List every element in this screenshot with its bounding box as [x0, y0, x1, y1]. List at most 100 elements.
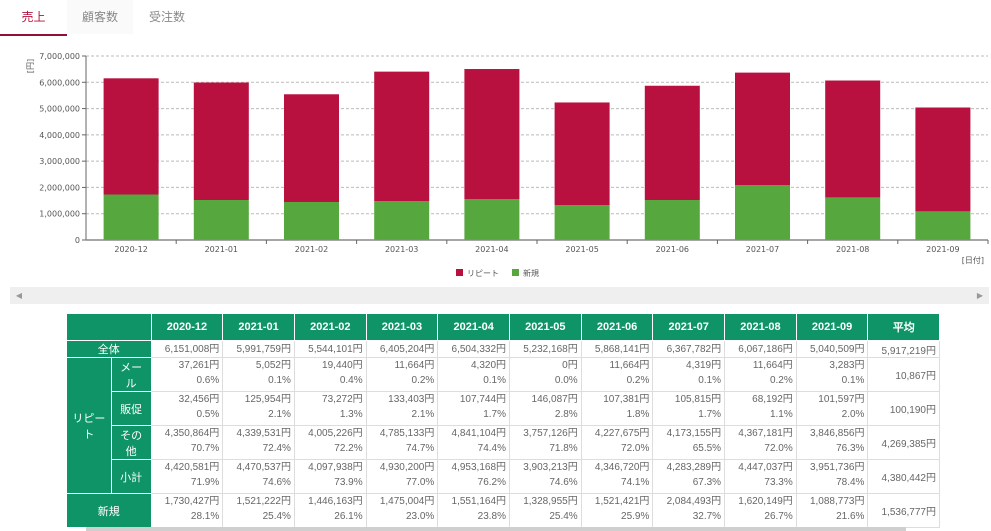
percentage: 0.2% — [769, 375, 793, 386]
x-axis-label: [日付] — [962, 255, 984, 265]
bar-new[interactable] — [193, 200, 249, 240]
value-cell: 4,227,675円 72.0% — [580, 425, 654, 460]
amount: 4,470,537円 — [236, 462, 291, 473]
value-cell: 2,084,493円 32.7% — [652, 493, 726, 528]
tab-sales[interactable]: 売上 — [0, 0, 67, 36]
column-header[interactable]: 2021-07 — [652, 313, 726, 341]
amount: 4,173,155円 — [666, 428, 722, 439]
row-label: 販促 — [110, 391, 152, 426]
average-cell: 100,190円 — [867, 391, 940, 426]
column-header[interactable]: 2021-09 — [795, 313, 869, 341]
value-cell: 4,785,133円 74.7% — [365, 425, 439, 460]
tab-customers[interactable]: 顧客数 — [67, 0, 133, 34]
table-row: その他 4,350,864円 70.7% 4,339,531円 72.4% 4,005,2… — [67, 425, 940, 460]
value-cell: 125,954円 2.1% — [222, 391, 295, 426]
bar-new[interactable] — [915, 211, 971, 240]
value-cell: 5,991,759円 — [222, 340, 295, 358]
percentage: 77.0% — [405, 477, 435, 488]
amount: 3,757,126円 — [523, 428, 578, 439]
value-cell: 1,521,222円 25.4% — [222, 493, 295, 528]
bar-repeat[interactable] — [103, 78, 159, 195]
column-header[interactable]: 平均 — [867, 313, 940, 341]
bar-repeat[interactable] — [464, 69, 520, 200]
x-tick-label: 2021-09 — [926, 245, 959, 254]
column-header[interactable]: 2020-12 — [150, 313, 224, 341]
percentage: 0.1% — [268, 375, 291, 386]
percentage: 23.0% — [405, 511, 435, 522]
scroll-right-icon[interactable]: ▶ — [976, 291, 984, 300]
bar-new[interactable] — [644, 200, 700, 240]
amount: 4,227,675円 — [594, 428, 650, 439]
column-header[interactable]: 2021-04 — [437, 313, 511, 341]
table-row: 販促 32,456円 0.5% 125,954円 2.1% 73,272円 1.3% 133,… — [67, 391, 940, 426]
bar-repeat[interactable] — [644, 85, 700, 201]
tab-orders[interactable]: 受注数 — [148, 10, 185, 24]
value-cell: 4,320円 0.1% — [437, 357, 511, 392]
y-tick-label: 7,000,000 — [39, 52, 80, 61]
amount: 4,420,581円 — [164, 462, 220, 473]
value-cell: 1,088,773円 21.6% — [795, 493, 869, 528]
column-header[interactable]: 2021-01 — [222, 313, 295, 341]
average-cell: 10,867円 — [867, 357, 940, 392]
value-cell: 3,951,736円 78.4% — [795, 459, 869, 494]
amount: 105,815円 — [674, 394, 722, 405]
percentage: 1.8% — [626, 409, 650, 420]
column-header[interactable]: 2021-05 — [509, 313, 582, 341]
value-cell: 4,283,289円 67.3% — [652, 459, 726, 494]
bar-new[interactable] — [554, 205, 610, 240]
column-header[interactable]: 2021-03 — [365, 313, 439, 341]
bar-new[interactable] — [103, 194, 159, 240]
amount: 107,381円 — [603, 394, 650, 405]
value-cell: 4,841,104円 74.4% — [437, 425, 511, 460]
y-tick-label: 1,000,000 — [39, 210, 80, 219]
percentage: 73.9% — [334, 477, 363, 488]
bar-new[interactable] — [464, 199, 520, 240]
bar-new[interactable] — [374, 201, 430, 240]
average-cell: 1,536,777円 — [867, 493, 940, 528]
amount: 1,521,421円 — [594, 496, 650, 507]
percentage: 74.7% — [405, 443, 435, 454]
legend-label[interactable]: 新規 — [523, 268, 539, 278]
value-cell: 3,757,126円 71.8% — [509, 425, 582, 460]
bar-repeat[interactable] — [374, 71, 430, 202]
amount: 0円 — [562, 360, 578, 371]
column-header[interactable]: 2021-08 — [724, 313, 797, 341]
x-tick-label: 2021-05 — [565, 245, 598, 254]
amount: 1,730,427円 — [164, 496, 220, 507]
amount: 11,664円 — [394, 360, 435, 371]
scroll-left-icon[interactable]: ◀ — [15, 291, 23, 300]
value-cell: 1,620,149円 26.7% — [724, 493, 797, 528]
y-tick-label: 5,000,000 — [39, 105, 80, 114]
value-cell: 133,403円 2.1% — [365, 391, 439, 426]
bar-repeat[interactable] — [915, 107, 971, 212]
percentage: 26.1% — [334, 511, 363, 522]
value-cell: 32,456円 0.5% — [150, 391, 224, 426]
bar-repeat[interactable] — [825, 80, 881, 198]
bar-new[interactable] — [735, 185, 790, 240]
amount: 4,005,226円 — [308, 428, 363, 439]
percentage: 65.5% — [692, 443, 722, 454]
table-scrollbar[interactable] — [86, 527, 906, 531]
bar-repeat[interactable] — [554, 102, 610, 206]
horizontal-scrollbar[interactable]: ◀ ▶ — [10, 287, 989, 304]
column-header[interactable]: 2021-06 — [580, 313, 654, 341]
bar-new[interactable] — [284, 201, 339, 240]
percentage: 0.5% — [196, 409, 220, 420]
legend-label[interactable]: リピート — [467, 269, 499, 278]
amount: 107,744円 — [459, 394, 507, 405]
percentage: 72.2% — [334, 443, 363, 454]
amount: 4,785,133円 — [379, 428, 435, 439]
table-header-row: 2020-12 2021-01 2021-02 2021-03 2021-04 2021-… — [66, 313, 940, 341]
bar-new[interactable] — [825, 197, 881, 240]
table-row-total: 全体 6,151,008円 5,991,759円 5,544,101円 6,405,20… — [66, 340, 940, 358]
amount: 146,087円 — [531, 394, 578, 405]
value-cell: 6,405,204円 — [365, 340, 439, 358]
bar-repeat[interactable] — [735, 72, 790, 186]
table-row: リピート メール 37,261円 0.6% 5,052円 0.1% 19,440円 0.4% 1… — [66, 357, 940, 494]
column-header[interactable]: 2021-02 — [293, 313, 367, 341]
x-tick-label: 2021-03 — [385, 245, 418, 254]
percentage: 71.8% — [549, 443, 578, 454]
bar-repeat[interactable] — [193, 82, 249, 201]
x-tick-label: 2021-08 — [836, 245, 869, 254]
bar-repeat[interactable] — [284, 94, 339, 202]
